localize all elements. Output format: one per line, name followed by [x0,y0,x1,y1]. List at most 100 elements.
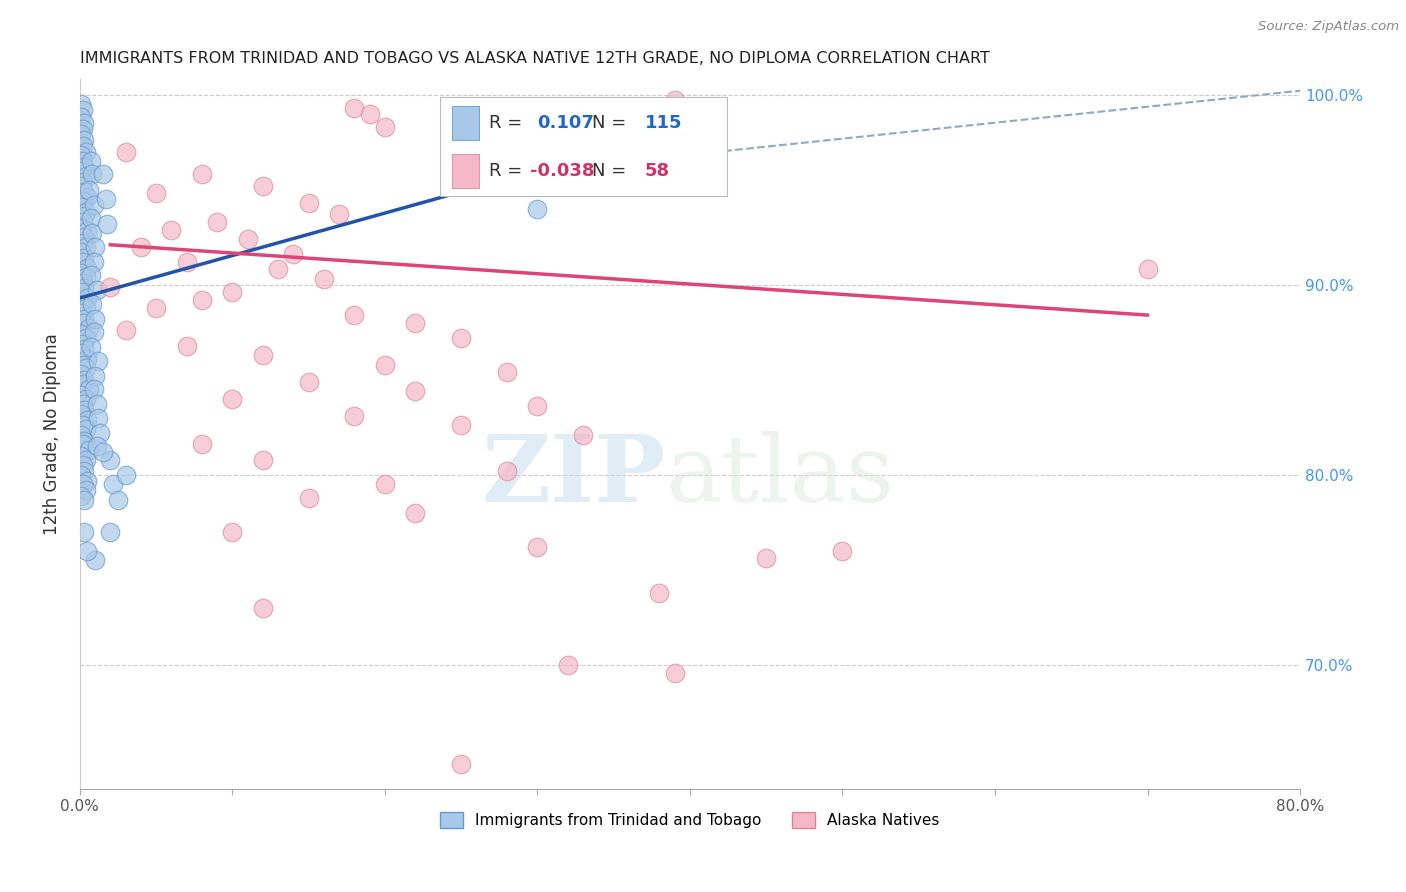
Text: 115: 115 [645,114,682,132]
Point [526,540,548,554]
Point [160,222,183,236]
Point [205,215,228,229]
Point [91,168,114,182]
Point [359,106,381,120]
Point [70,467,93,482]
Point [221,285,243,300]
Point [114,467,136,482]
Point [72,316,94,330]
Point [75,392,97,406]
Point [83,325,105,339]
Point [236,232,259,246]
Point [831,544,853,558]
Point [80,227,103,241]
Point [107,492,129,507]
Point [145,186,167,201]
Point [374,120,396,134]
Text: IMMIGRANTS FROM TRINIDAD AND TOBAGO VS ALASKA NATIVE 12TH GRADE, NO DIPLOMA CORR: IMMIGRANTS FROM TRINIDAD AND TOBAGO VS A… [80,51,990,66]
Point [84,240,107,254]
Point [191,437,214,451]
Point [73,312,96,326]
Point [76,474,98,488]
Point [80,296,103,310]
Point [145,301,167,315]
Point [755,551,778,566]
Point [176,338,198,352]
Point [75,270,97,285]
Point [76,412,98,426]
Point [70,178,93,193]
Point [84,312,107,326]
Point [450,756,472,771]
Point [100,279,122,293]
Point [83,382,105,396]
Point [72,215,94,229]
Point [76,260,98,275]
Point [75,422,97,436]
Point [77,321,100,335]
Point [72,336,94,351]
Text: atlas: atlas [665,432,894,522]
Point [72,458,94,473]
Point [75,361,97,376]
Point [343,409,366,423]
Point [73,403,96,417]
Point [75,452,97,467]
Point [70,285,93,300]
Point [73,492,96,507]
Point [374,477,396,491]
Point [72,235,94,250]
Point [83,198,105,212]
Point [100,524,122,539]
Point [496,365,519,379]
Point [73,281,96,295]
Point [526,400,548,414]
Point [70,346,93,360]
Point [72,175,94,189]
Point [72,418,94,433]
FancyBboxPatch shape [451,106,479,140]
Text: N =: N = [592,162,633,180]
Point [86,284,108,298]
Point [86,439,108,453]
Point [86,397,108,411]
FancyBboxPatch shape [451,154,479,188]
Point [191,293,214,307]
Point [79,268,101,282]
Point [76,544,98,558]
Point [343,308,366,322]
Point [103,477,125,491]
Point [79,340,101,354]
Point [77,183,100,197]
Point [252,452,274,467]
Point [72,255,94,269]
Point [76,190,98,204]
Point [75,483,97,497]
Point [283,247,305,261]
Point [648,585,671,599]
Point [328,207,350,221]
Point [73,434,96,448]
Text: N =: N = [592,114,633,132]
Point [252,601,274,615]
Point [73,464,96,478]
Point [70,388,93,402]
Point [96,217,118,231]
Point [94,192,117,206]
Point [114,323,136,337]
Point [73,343,96,357]
Point [76,291,98,305]
Point [70,327,93,342]
Point [70,97,93,112]
Point [70,407,93,421]
Point [89,425,111,440]
Point [450,331,472,345]
Point [73,373,96,387]
Point [73,185,96,199]
Point [191,168,214,182]
Point [70,163,93,178]
Text: Source: ZipAtlas.com: Source: ZipAtlas.com [1258,20,1399,33]
Text: 0.107: 0.107 [537,114,595,132]
Point [77,443,100,458]
Point [176,255,198,269]
